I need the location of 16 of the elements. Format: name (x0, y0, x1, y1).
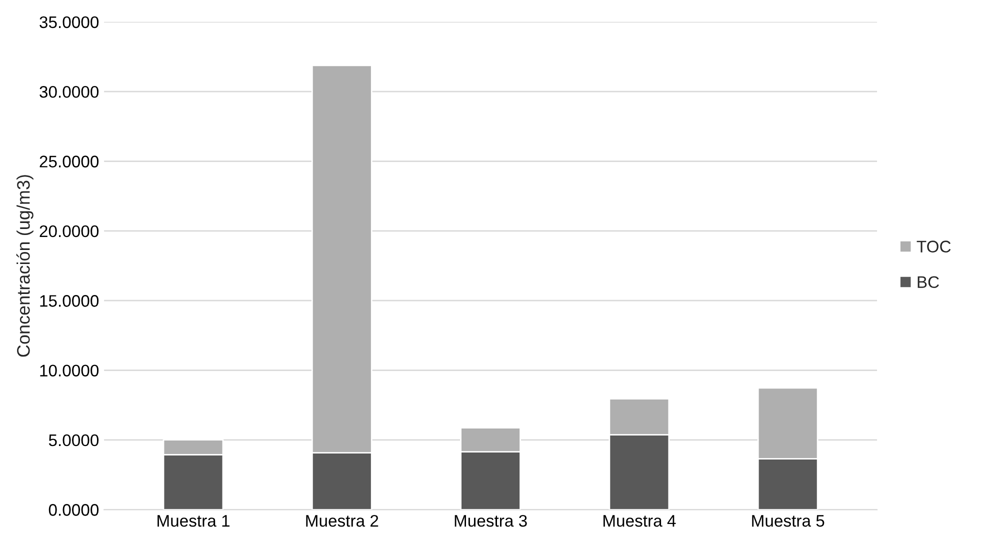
y-tick-label: 35.0000 (40, 16, 99, 28)
x-tick-label: Muestra 4 (604, 515, 676, 527)
legend-label: TOC (916, 240, 951, 252)
x-tick-label: Muestra 2 (306, 514, 378, 527)
y-axis-title: Concentración (ug/m3) (16, 175, 34, 357)
legend-label: BC (918, 276, 939, 288)
x-tick-label: Muestra 1 (158, 515, 230, 527)
x-tick-label: Muestra 3 (454, 514, 527, 527)
x-tick-label: Muestra 5 (752, 515, 824, 527)
y-tick-label: 5.0000 (48, 434, 99, 446)
y-tick-label: 20.0000 (40, 225, 99, 238)
y-tick-label: 0.0000 (48, 504, 99, 516)
y-tick-label: 15.0000 (40, 295, 99, 307)
y-tick-label: 25.0000 (40, 156, 99, 168)
y-tick-label: 30.0000 (40, 86, 99, 98)
y-tick-label: 10.0000 (40, 364, 99, 376)
